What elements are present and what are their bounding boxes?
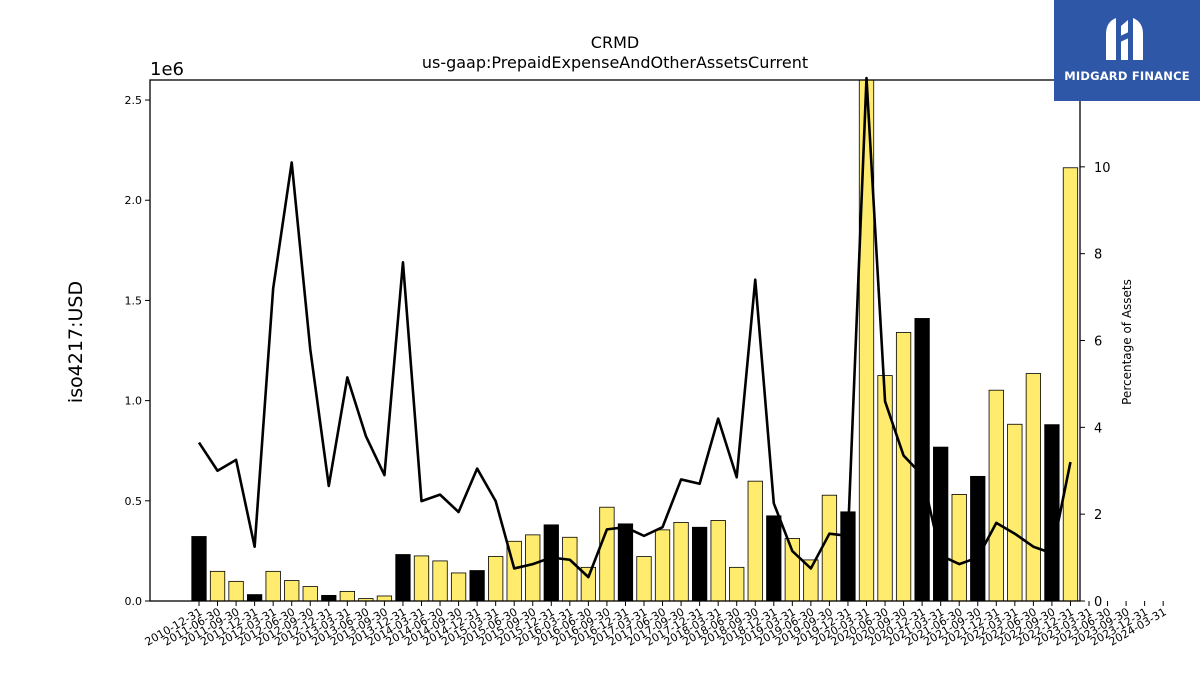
bar-2022-06-30 — [1044, 424, 1060, 602]
bar-2014-09-30 — [469, 570, 485, 602]
bar-2022-03-31 — [1025, 373, 1042, 602]
bar-2018-03-31 — [729, 566, 745, 602]
chart-subtitle: us-gaap:PrepaidExpenseAndOtherAssetsCurr… — [422, 53, 808, 72]
y2-tick-label: 10 — [1094, 161, 1111, 176]
y-tick-label: 0.0 — [125, 595, 143, 608]
bar-2016-09-30 — [617, 523, 634, 602]
bar-2019-06-30 — [821, 494, 838, 602]
bar-2014-03-31 — [432, 560, 448, 602]
bar-2011-12-31 — [265, 570, 281, 602]
y2-tick-label: 4 — [1094, 421, 1102, 436]
bar-2014-06-30 — [450, 572, 467, 602]
bar-2016-06-30 — [599, 506, 615, 602]
bar-2011-03-31 — [209, 570, 226, 602]
bar-2021-09-30 — [988, 389, 1004, 602]
bar-2013-09-30 — [395, 554, 411, 602]
logo-text: MIDGARD FINANCE — [1064, 69, 1190, 83]
bar-2015-06-30 — [525, 534, 541, 602]
bar-2017-03-31 — [654, 529, 671, 602]
bar-2011-06-30 — [228, 580, 244, 602]
midgard-logo-icon — [1106, 18, 1143, 60]
y-tick-label: 2.5 — [125, 94, 143, 107]
y-tick-label: 1.0 — [125, 395, 143, 408]
bar-2013-06-30 — [376, 595, 393, 602]
bars-group — [191, 79, 1079, 602]
bar-2015-09-30 — [543, 524, 559, 602]
bar-2012-06-30 — [302, 586, 318, 602]
bar-2020-12-31 — [933, 446, 949, 602]
chart-title: CRMD — [591, 33, 639, 52]
y-multiplier: 1e6 — [150, 59, 184, 80]
bar-2020-03-31 — [877, 375, 893, 602]
y-tick-label: 0.5 — [125, 495, 143, 508]
bar-2012-12-31 — [339, 590, 355, 602]
bar-2021-03-31 — [951, 493, 967, 602]
y2-tick-label: 2 — [1094, 508, 1102, 523]
bar-2011-09-30 — [246, 594, 263, 602]
y2-axis-label: Percentage of Assets — [1120, 279, 1134, 405]
y2-tick-label: 8 — [1094, 248, 1102, 263]
line-layer — [197, 76, 1072, 579]
bar-2018-06-30 — [747, 480, 763, 602]
bar-2022-09-30 — [1062, 167, 1079, 602]
y-tick-label: 2.0 — [125, 194, 143, 207]
y-tick-label: 1.5 — [125, 294, 143, 307]
axes-group: 0.00.51.01.52.02.502468102010-12-312011-… — [125, 79, 1169, 649]
bar-2017-09-30 — [691, 526, 708, 602]
y-axis-label: iso4217:USD — [65, 281, 87, 403]
bar-2013-12-31 — [413, 555, 430, 602]
bar-2020-09-30 — [914, 318, 930, 602]
bar-2017-06-30 — [673, 522, 689, 602]
y2-tick-label: 0 — [1094, 595, 1102, 610]
bar-2017-12-31 — [710, 520, 726, 602]
bar-2018-09-30 — [766, 515, 782, 602]
bar-2016-12-31 — [636, 556, 652, 602]
bar-2012-09-30 — [321, 594, 337, 602]
bar-2012-03-31 — [284, 580, 300, 602]
bar-2021-12-31 — [1007, 423, 1023, 602]
logo: MIDGARD FINANCE — [1054, 0, 1200, 101]
bar-2020-06-30 — [895, 332, 912, 602]
bar-2021-06-30 — [970, 475, 986, 602]
bar-2010-12-31 — [191, 536, 207, 602]
bar-2015-12-31 — [562, 536, 578, 602]
percentage-line — [197, 76, 1072, 579]
bar-2014-12-31 — [488, 556, 504, 602]
y2-tick-label: 6 — [1094, 335, 1102, 350]
